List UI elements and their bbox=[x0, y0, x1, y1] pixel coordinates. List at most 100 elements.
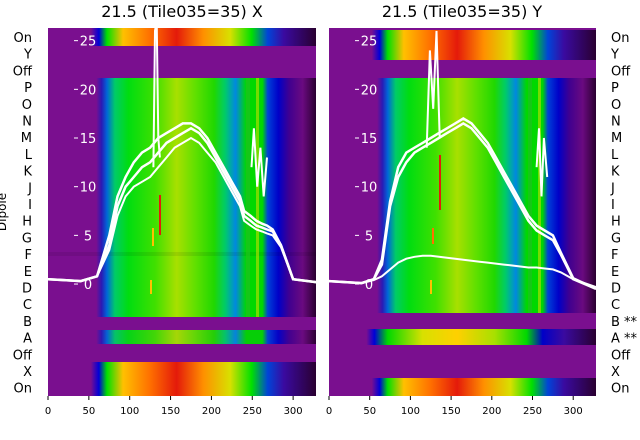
x-tick-label: 150 bbox=[161, 406, 180, 417]
heatmap-hotspot bbox=[432, 228, 434, 244]
line-series-3 bbox=[329, 254, 596, 288]
heatmap-band-top bbox=[48, 28, 316, 46]
row-label: Off bbox=[611, 64, 631, 79]
x-tick-label: 0 bbox=[45, 406, 51, 417]
row-label: A bbox=[23, 332, 32, 347]
row-label: Off bbox=[611, 348, 631, 363]
x-tick-label: 100 bbox=[401, 406, 420, 417]
heatmap-stripe bbox=[246, 78, 250, 317]
heatmap-hotspot bbox=[152, 228, 154, 246]
row-label: C bbox=[23, 298, 32, 313]
row-label: L bbox=[25, 148, 33, 163]
row-label: P bbox=[611, 81, 619, 96]
x-tick-label: 150 bbox=[442, 406, 461, 417]
x-tick-label: 250 bbox=[243, 406, 262, 417]
row-label: P bbox=[24, 81, 32, 96]
row-label: N bbox=[22, 115, 32, 130]
row-label: Y bbox=[23, 48, 32, 63]
y-tick-label: 25 bbox=[361, 35, 378, 50]
chart-title: 21.5 (Tile035=35) Y bbox=[382, 2, 543, 21]
line-spike-1 bbox=[425, 30, 441, 148]
row-label: X bbox=[611, 365, 620, 380]
x-tick-label: 200 bbox=[202, 406, 221, 417]
heatmap-hotspot bbox=[430, 280, 432, 294]
row-label: B ** bbox=[611, 315, 638, 330]
line-series-2 bbox=[48, 122, 316, 284]
row-label: O bbox=[611, 98, 621, 113]
y-tick-label: 0 bbox=[365, 278, 373, 293]
y-tick-label: 15 bbox=[80, 132, 97, 147]
y-tick-label: 20 bbox=[361, 83, 378, 98]
row-label: H bbox=[611, 215, 621, 230]
heatmap-band-a bbox=[329, 329, 596, 345]
row-label: F bbox=[25, 248, 32, 263]
y-tick-label: 25 bbox=[80, 35, 97, 50]
y-tick-label: 10 bbox=[361, 181, 378, 196]
heatmap-divider bbox=[48, 252, 316, 256]
row-label: M bbox=[21, 131, 32, 146]
row-label: Y bbox=[610, 48, 619, 63]
row-label: K bbox=[611, 165, 620, 180]
x-tick-label: 200 bbox=[482, 406, 501, 417]
heatmap-hotspot bbox=[159, 195, 161, 235]
row-label: M bbox=[611, 131, 622, 146]
heatmap-band-bottom bbox=[48, 362, 316, 396]
row-label: C bbox=[611, 298, 620, 313]
heatmap-band-a bbox=[48, 330, 316, 344]
row-label: Off bbox=[13, 348, 33, 363]
row-label: D bbox=[611, 282, 621, 297]
row-label: G bbox=[22, 231, 32, 246]
row-label: H bbox=[22, 215, 32, 230]
x-tick-label: 300 bbox=[564, 406, 583, 417]
heatmap-band-top bbox=[329, 30, 596, 60]
row-label: On bbox=[14, 31, 32, 46]
row-label: I bbox=[28, 198, 32, 213]
line-series-2 bbox=[329, 117, 596, 291]
row-label: On bbox=[14, 382, 32, 397]
line-series-1 bbox=[48, 126, 316, 284]
row-label: J bbox=[27, 181, 32, 196]
row-label: I bbox=[611, 198, 615, 213]
line-series-group bbox=[329, 30, 596, 291]
row-label: J bbox=[610, 181, 615, 196]
heatmap-x bbox=[48, 28, 316, 396]
line-spike-2 bbox=[535, 128, 549, 197]
line-series-3 bbox=[48, 136, 316, 284]
row-label: L bbox=[611, 148, 619, 163]
line-spike-1 bbox=[152, 28, 161, 168]
line-series-group bbox=[48, 28, 316, 284]
y-axis-label: Dipole bbox=[0, 193, 9, 231]
x-tick-label: 300 bbox=[284, 406, 303, 417]
x-tick-label: 0 bbox=[326, 406, 332, 417]
x-tick-label: 100 bbox=[120, 406, 139, 417]
row-label: D bbox=[22, 282, 32, 297]
row-label: On bbox=[611, 382, 629, 397]
row-label: A ** bbox=[611, 332, 638, 347]
row-label: B bbox=[23, 315, 32, 330]
row-label: F bbox=[611, 248, 618, 263]
heatmap-stripe bbox=[528, 78, 532, 313]
x-tick-label: 50 bbox=[82, 406, 95, 417]
heatmap-band-main bbox=[329, 78, 596, 313]
y-tick-label: 0 bbox=[84, 278, 92, 293]
y-tick-label: 20 bbox=[80, 83, 97, 98]
row-label: N bbox=[611, 115, 621, 130]
row-label: E bbox=[611, 265, 619, 280]
heatmap-hotspot bbox=[150, 280, 152, 294]
x-tick-label: 250 bbox=[523, 406, 542, 417]
row-label: E bbox=[24, 265, 32, 280]
y-tick-label: 15 bbox=[361, 132, 378, 147]
heatmap-stripe bbox=[538, 78, 541, 313]
heatmap-stripe bbox=[256, 78, 259, 317]
heatmap-y bbox=[329, 28, 596, 396]
row-label: O bbox=[22, 98, 32, 113]
y-tick-label: 5 bbox=[365, 229, 373, 244]
row-label: Off bbox=[13, 64, 33, 79]
